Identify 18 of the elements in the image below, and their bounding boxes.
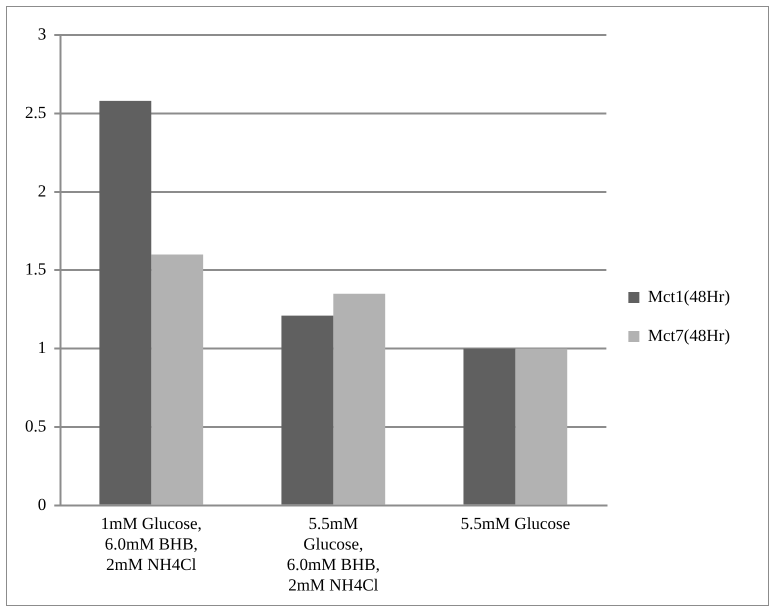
x-tick-label: 5.5mM Glucose, 6.0mM BHB, 2mM NH4Cl (286, 514, 380, 594)
x-tick-label: 1mM Glucose, 6.0mM BHB, 2mM NH4Cl (100, 514, 202, 574)
bar (515, 348, 568, 504)
y-tick-label: 0.5 (25, 416, 46, 436)
bar (99, 100, 152, 504)
legend-label: Mct7(48Hr) (648, 326, 730, 345)
bar (281, 316, 334, 504)
bar (333, 294, 386, 504)
y-tick-label: 2.5 (25, 102, 46, 122)
y-tick-label: 1.5 (25, 260, 46, 279)
y-tick-label: 3 (38, 24, 46, 44)
y-tick-label: 2 (38, 181, 46, 200)
bar (151, 254, 204, 504)
y-tick-label: 0 (38, 494, 46, 514)
bar (463, 348, 516, 504)
x-tick-label: 5.5mM Glucose (460, 514, 570, 534)
legend-label: Mct1(48Hr) (648, 286, 730, 306)
y-tick-label: 1 (38, 338, 46, 358)
